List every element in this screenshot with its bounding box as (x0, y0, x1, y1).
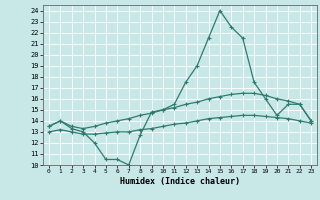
X-axis label: Humidex (Indice chaleur): Humidex (Indice chaleur) (120, 177, 240, 186)
